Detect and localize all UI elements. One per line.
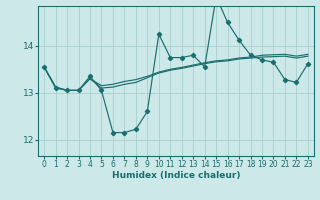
X-axis label: Humidex (Indice chaleur): Humidex (Indice chaleur) xyxy=(112,171,240,180)
